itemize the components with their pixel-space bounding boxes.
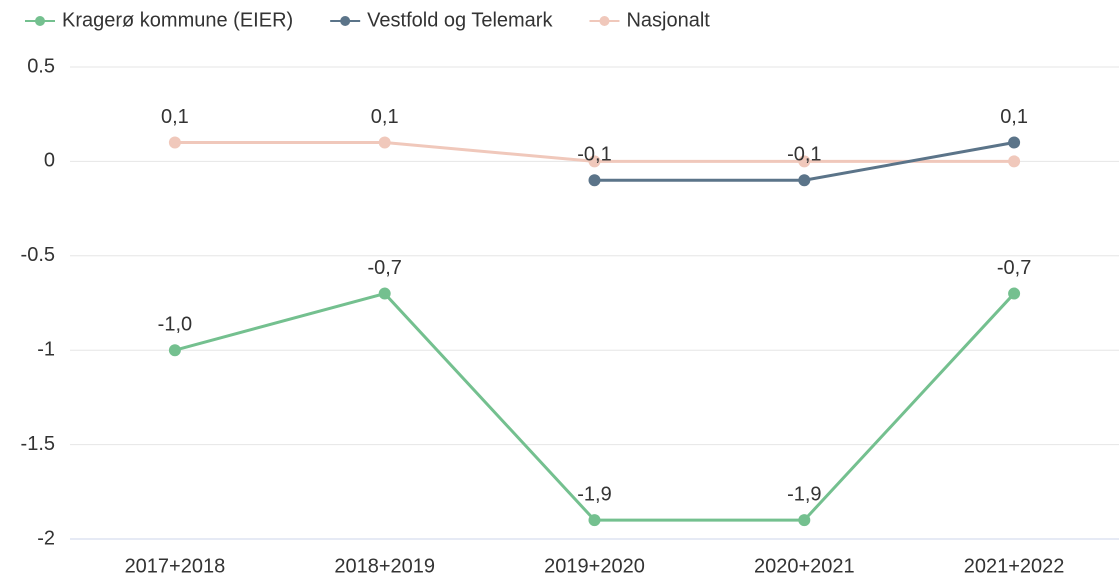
point (588, 155, 601, 168)
data-label: 0,1 (1000, 106, 1028, 128)
legend-label: Kragerø kommune (EIER) (62, 9, 293, 31)
y-tick-label: 0 (44, 150, 55, 172)
x-tick-label: 2020+2021 (754, 555, 855, 577)
data-label: 0,1 (371, 106, 399, 128)
point (378, 287, 391, 300)
legend-marker (340, 16, 351, 26)
x-tick-label: 2019+2020 (544, 555, 645, 577)
point (378, 136, 391, 149)
y-tick-label: -1 (37, 338, 55, 360)
y-tick-label: -2 (37, 527, 55, 549)
x-tick-label: 2018+2019 (334, 555, 435, 577)
point (1008, 155, 1021, 168)
point (168, 136, 181, 149)
point (798, 155, 811, 168)
data-label: -1,0 (158, 313, 192, 335)
point (588, 174, 601, 187)
y-tick-label: 0.5 (27, 55, 55, 77)
legend-label: Nasjonalt (626, 9, 710, 31)
legend-marker (35, 16, 45, 26)
y-tick-label: -1.5 (21, 433, 55, 455)
y-tick-label: -0.5 (21, 244, 55, 266)
data-label: 0,1 (161, 106, 189, 128)
data-label: -0,1 (577, 144, 611, 166)
point (798, 174, 811, 187)
x-tick-label: 2017+2018 (125, 555, 226, 577)
point (168, 344, 181, 357)
data-label: -0,7 (367, 257, 401, 279)
data-label: -1,9 (577, 483, 611, 505)
data-label: -1,9 (787, 483, 821, 505)
point (588, 514, 601, 527)
data-label: -0,1 (787, 144, 821, 166)
point (1008, 136, 1021, 149)
x-tick-label: 2021+2022 (964, 555, 1065, 577)
data-label: -0,7 (997, 257, 1031, 279)
point (798, 514, 811, 527)
legend-label: Vestfold og Telemark (367, 9, 553, 31)
legend-marker (599, 16, 610, 26)
point (1008, 287, 1021, 300)
